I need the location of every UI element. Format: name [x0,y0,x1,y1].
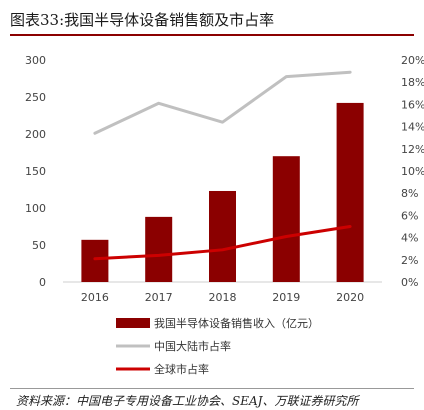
y-left-tick-label: 150 [25,165,46,178]
x-tick-label: 2020 [336,291,364,304]
line-china-share [93,70,352,135]
y-right-tick-label: 18% [401,76,424,89]
line-series [93,70,352,261]
x-tick-label: 2016 [81,291,109,304]
title-divider [10,34,414,36]
y-right-axis: 0% 2% 4% 6% 8% 10% 12% 14% 16% 18% 20% [401,54,424,289]
legend-label: 中国大陆市占率 [154,339,231,353]
line-global-share [93,225,352,261]
chart: 0 50 100 150 200 250 300 0% 2% 4% 6% 8% 10% 12% 14% 16… [25,54,424,376]
bar [81,239,109,282]
legend-swatch-bar [116,318,150,328]
y-right-tick-label: 6% [401,209,418,222]
bar [272,156,300,282]
source-note: 资料来源：中国电子专用设备工业协会、SEAJ、万联证券研究所 [16,394,359,408]
legend-label: 我国半导体设备销售收入（亿元） [154,316,319,330]
y-right-tick-label: 14% [401,121,424,134]
y-right-tick-label: 4% [401,232,418,245]
bar [209,190,236,282]
x-tick-label: 2018 [209,291,237,304]
bar [336,102,364,282]
x-tick-label: 2019 [272,291,300,304]
y-left-tick-label: 100 [25,202,46,215]
x-axis: 2016 2017 2018 2019 2020 [81,291,364,304]
y-left-tick-label: 300 [25,54,46,67]
y-right-tick-label: 8% [401,187,418,200]
bar [145,216,173,282]
source-divider [10,388,414,389]
y-right-tick-label: 0% [401,276,418,289]
y-right-tick-label: 12% [401,143,424,156]
y-left-tick-label: 0 [39,276,46,289]
y-left-tick-label: 50 [32,239,46,252]
y-right-tick-label: 2% [401,254,418,267]
y-right-tick-label: 16% [401,98,424,111]
y-left-tick-label: 200 [25,128,46,141]
legend-label: 全球市占率 [154,362,209,376]
y-left-tick-label: 250 [25,91,46,104]
x-tick-label: 2017 [145,291,173,304]
y-right-tick-label: 20% [401,54,424,67]
y-left-axis: 0 50 100 150 200 250 300 [25,54,46,289]
bar-series [81,102,364,282]
y-right-tick-label: 10% [401,165,424,178]
chart-title: 图表33:我国半导体设备销售额及市占率 [10,11,275,29]
